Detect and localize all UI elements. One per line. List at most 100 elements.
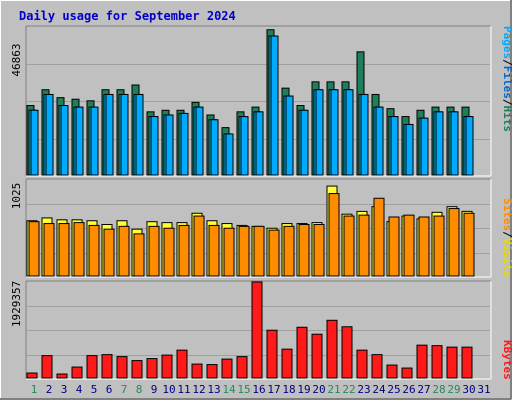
- pages-bar-day-14: [225, 133, 234, 176]
- pages-bar-day-10: [165, 114, 174, 176]
- sites-bar-day-29: [448, 208, 460, 277]
- kbytes-bar-day-19: [296, 326, 308, 379]
- kbytes-bar-day-28: [431, 345, 443, 379]
- pages-bar-day-16: [255, 111, 264, 176]
- day-label-12: 12: [192, 383, 205, 396]
- kbytes-bar-day-8: [131, 360, 143, 379]
- pages-bar-day-21: [330, 89, 339, 176]
- kbytes-bar-day-16: [251, 281, 263, 379]
- chart-title: Daily usage for September 2024: [19, 9, 236, 23]
- day-label-19: 19: [297, 383, 310, 396]
- day-label-17: 17: [267, 383, 280, 396]
- sites-bar-day-9: [148, 225, 160, 277]
- pages-bar-day-28: [435, 111, 444, 176]
- kbytes-bar-day-30: [461, 346, 473, 379]
- kbytes-bar-day-2: [41, 355, 53, 379]
- sites-bar-day-26: [403, 214, 415, 277]
- sites-bar-day-12: [193, 215, 205, 277]
- kbytes-max-label: 1929357: [10, 281, 23, 327]
- kbytes-bar-day-17: [266, 329, 278, 379]
- pages-bar-day-19: [300, 109, 309, 176]
- kbytes-bar-day-26: [401, 367, 413, 379]
- sites-bar-day-11: [178, 224, 190, 277]
- kbytes-bar-day-3: [56, 373, 68, 379]
- pages-bar-day-30: [465, 116, 474, 176]
- day-label-30: 30: [462, 383, 475, 396]
- kbytes-bar-day-14: [221, 358, 233, 379]
- kbytes-bar-day-20: [311, 333, 323, 379]
- day-label-23: 23: [357, 383, 370, 396]
- sites-bar-day-24: [373, 197, 385, 277]
- pages-bar-day-12: [195, 106, 204, 176]
- pages-bar-day-15: [240, 116, 249, 176]
- sites-bar-day-25: [388, 216, 400, 277]
- pages-bar-day-27: [420, 117, 429, 176]
- day-label-18: 18: [282, 383, 295, 396]
- sites-bar-day-2: [43, 223, 55, 277]
- day-label-10: 10: [162, 383, 175, 396]
- sites-bar-day-15: [238, 225, 250, 277]
- pages-bar-day-7: [120, 93, 129, 176]
- day-label-6: 6: [106, 383, 113, 396]
- panel-sites-visits: [25, 178, 492, 278]
- panel-kbytes: [25, 280, 492, 380]
- x-axis-day-labels: 1 2 3 4 5 6 7 8 9 10 11 12 13 14 15 16 17 18 19 20 21 22 23 24 2…: [31, 383, 491, 396]
- kbytes-bar-day-11: [176, 349, 188, 379]
- kbytes-bar-day-9: [146, 358, 158, 379]
- kbytes-bar-day-24: [371, 354, 383, 379]
- sites-bar-day-1: [28, 221, 40, 277]
- day-label-31: 31: [477, 383, 490, 396]
- kbytes-bar-day-25: [386, 364, 398, 379]
- kbytes-bar-day-10: [161, 354, 173, 379]
- day-label-8: 8: [136, 383, 143, 396]
- pages-bar-day-9: [150, 116, 159, 176]
- sites-bar-day-18: [283, 225, 295, 277]
- legend-hits: Hits: [501, 106, 512, 133]
- legend-sites: Sites: [501, 198, 512, 231]
- sites-bar-day-7: [118, 225, 130, 277]
- legend-pages: Pages: [501, 26, 512, 59]
- pages-bar-day-13: [210, 119, 219, 176]
- pages-bar-day-24: [375, 106, 384, 176]
- sites-bar-day-20: [313, 223, 325, 277]
- pages-bar-day-26: [405, 123, 414, 176]
- sites-bar-day-3: [58, 223, 70, 277]
- sites-bar-day-4: [73, 222, 85, 277]
- pages-bar-day-20: [315, 89, 324, 176]
- day-label-22: 22: [342, 383, 355, 396]
- day-label-15: 15: [237, 383, 250, 396]
- sites-bar-day-8: [133, 233, 145, 277]
- pages-bar-day-8: [135, 93, 144, 176]
- day-label-1: 1: [31, 383, 38, 396]
- pages-bar-day-6: [105, 93, 114, 176]
- day-label-28: 28: [432, 383, 445, 396]
- kbytes-bar-day-12: [191, 363, 203, 379]
- kbytes-bar-day-6: [101, 354, 113, 379]
- day-label-7: 7: [121, 383, 128, 396]
- pages-bar-day-1: [30, 109, 39, 176]
- kbytes-bar-day-13: [206, 364, 218, 379]
- kbytes-bar-day-23: [356, 349, 368, 379]
- sites-bar-day-17: [268, 229, 280, 277]
- day-label-20: 20: [312, 383, 325, 396]
- legend-kbytes: KBytes: [501, 340, 512, 380]
- pages-bar-day-17: [270, 35, 279, 176]
- pages-bar-day-4: [75, 106, 84, 176]
- sites-bar-day-23: [358, 214, 370, 277]
- pages-bar-day-25: [390, 116, 399, 176]
- kbytes-bar-day-1: [26, 372, 38, 379]
- day-label-13: 13: [207, 383, 220, 396]
- sites-bar-day-13: [208, 224, 220, 277]
- day-label-21: 21: [327, 383, 340, 396]
- day-label-11: 11: [177, 383, 190, 396]
- legend-files: Files: [501, 66, 512, 99]
- sites-bar-day-5: [88, 224, 100, 277]
- pages-bar-day-11: [180, 112, 189, 176]
- kbytes-bar-day-29: [446, 346, 458, 379]
- sites-bar-day-19: [298, 223, 310, 277]
- day-label-5: 5: [91, 383, 98, 396]
- panel-pages-files-hits: [25, 25, 492, 177]
- kbytes-bar-day-7: [116, 356, 128, 379]
- pages-bar-day-2: [45, 93, 54, 176]
- pages-bar-day-3: [60, 105, 69, 176]
